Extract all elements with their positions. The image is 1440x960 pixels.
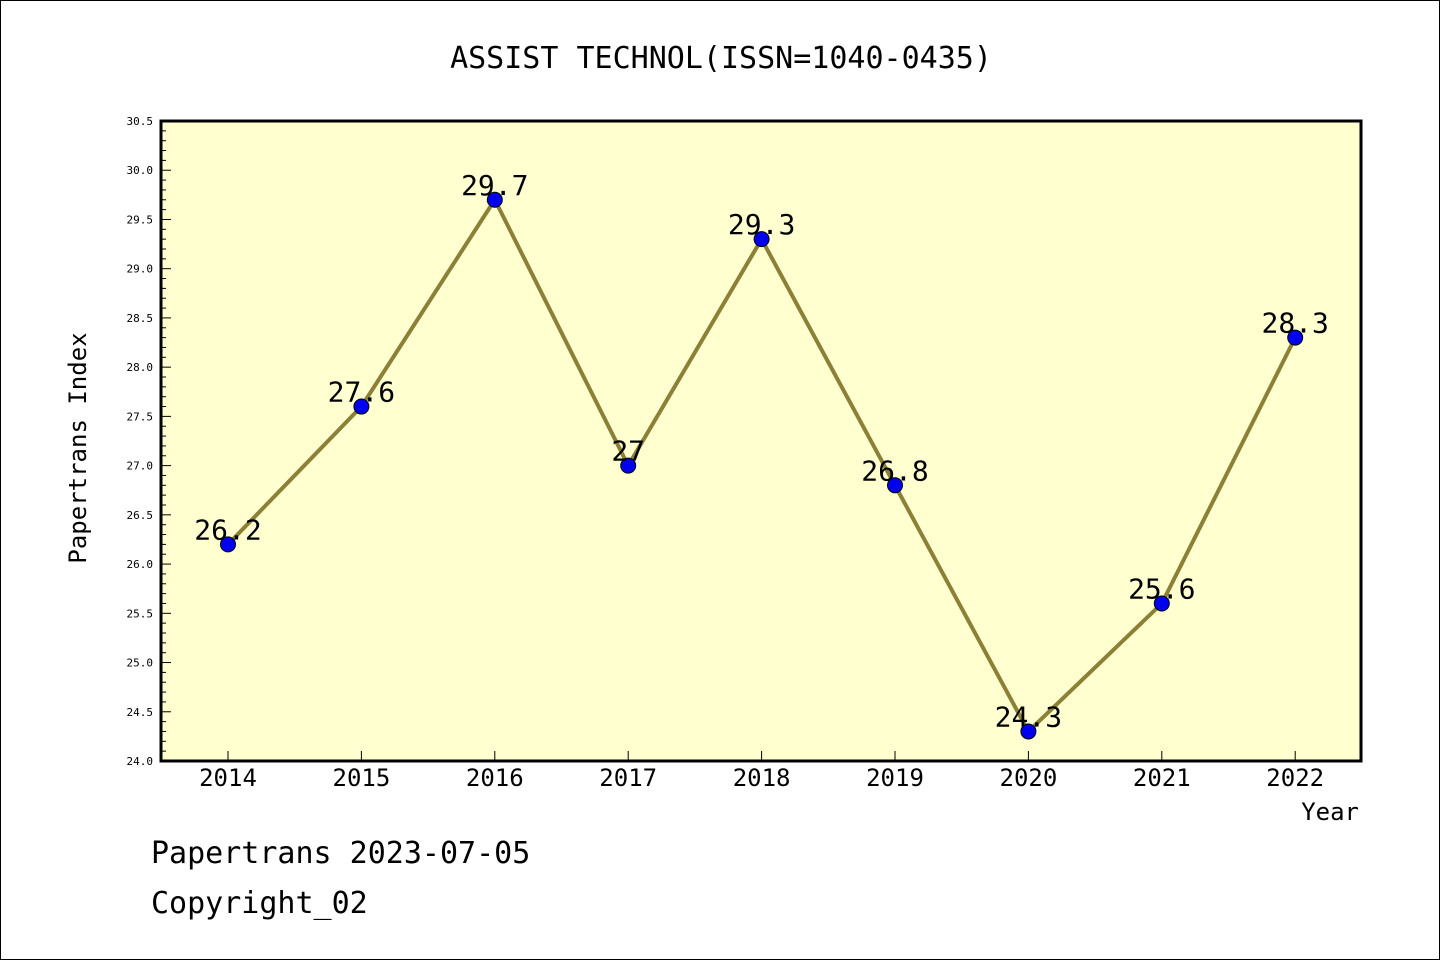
y-tick-label: 24.5 [127, 706, 154, 719]
chart-title: ASSIST TECHNOL(ISSN=1040-0435) [450, 41, 992, 76]
x-tick-label: 2017 [599, 764, 657, 792]
x-tick-label: 2016 [466, 764, 524, 792]
data-point-marker [620, 457, 637, 474]
data-label: 29.7 [461, 169, 528, 202]
x-tick-label: 2018 [733, 764, 791, 792]
data-label: 27 [611, 435, 645, 468]
data-label: 27.6 [328, 376, 395, 409]
x-axis: 2014 2015 2016 2017 2018 2019 2020 2021 2022 [199, 751, 1324, 792]
x-tick-label: 2019 [866, 764, 924, 792]
x-tick-label: 2015 [333, 764, 391, 792]
y-tick-label: 27.5 [127, 410, 154, 423]
data-point-marker [1287, 329, 1304, 346]
y-tick-label: 30.5 [127, 115, 154, 128]
plot-area [161, 121, 1361, 761]
data-label: 26.2 [194, 513, 261, 546]
data-label: 29.3 [728, 208, 795, 241]
data-label: 26.8 [861, 454, 928, 487]
data-point-marker [353, 398, 370, 415]
footer-copyright-text: Copyright_02 [151, 886, 368, 921]
y-tick-label: 24.0 [127, 755, 154, 768]
y-axis: 24.0 24.5 25.0 25.5 26.0 26.5 27.0 27.5 28.0 28.5… [127, 115, 171, 768]
x-axis-label: Year [1301, 798, 1359, 826]
data-point-marker [753, 231, 770, 248]
y-tick-label: 26.5 [127, 509, 154, 522]
y-tick-label: 26.0 [127, 558, 154, 571]
y-tick-label: 28.5 [127, 312, 154, 325]
series-line-group [220, 191, 1304, 740]
data-label: 24.3 [995, 700, 1062, 733]
data-label: 25.6 [1128, 572, 1195, 605]
data-point-marker [486, 191, 503, 208]
x-tick-label: 2020 [1000, 764, 1058, 792]
y-tick-label: 28.0 [127, 361, 154, 374]
x-tick-label: 2021 [1133, 764, 1191, 792]
plot-border [159, 119, 1363, 763]
data-point-marker [887, 477, 903, 494]
y-tick-label: 29.0 [127, 263, 154, 276]
y-tick-label: 25.5 [127, 607, 154, 620]
y-tick-label: 29.5 [127, 213, 154, 226]
x-tick-label: 2022 [1266, 764, 1324, 792]
data-point-marker [220, 536, 236, 553]
data-label: 28.3 [1261, 307, 1328, 340]
y-tick-label: 25.0 [127, 657, 154, 670]
y-tick-label: 30.0 [127, 164, 154, 177]
footer-date-text: Papertrans 2023-07-05 [151, 836, 531, 871]
y-axis-label: Papertrans Index [64, 332, 92, 563]
data-point-marker [1020, 723, 1037, 740]
y-tick-label: 27.0 [127, 460, 154, 473]
data-point-marker [1153, 595, 1170, 612]
data-label-group: 26.2 27.6 29.7 27 29.3 26.8 24.3 25.6 28.3 [194, 169, 1329, 734]
x-tick-label: 2014 [199, 764, 257, 792]
